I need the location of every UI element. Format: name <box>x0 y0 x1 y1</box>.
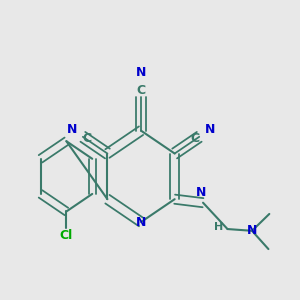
Text: N: N <box>67 124 78 136</box>
Text: N: N <box>196 186 207 199</box>
Text: H: H <box>214 222 223 232</box>
Text: C: C <box>136 85 146 98</box>
Text: N: N <box>136 215 146 229</box>
Text: Cl: Cl <box>60 229 73 242</box>
Text: N: N <box>247 224 257 237</box>
Text: N: N <box>136 66 146 79</box>
Text: N: N <box>204 124 215 136</box>
Text: C: C <box>190 132 199 145</box>
Text: C: C <box>83 132 92 145</box>
